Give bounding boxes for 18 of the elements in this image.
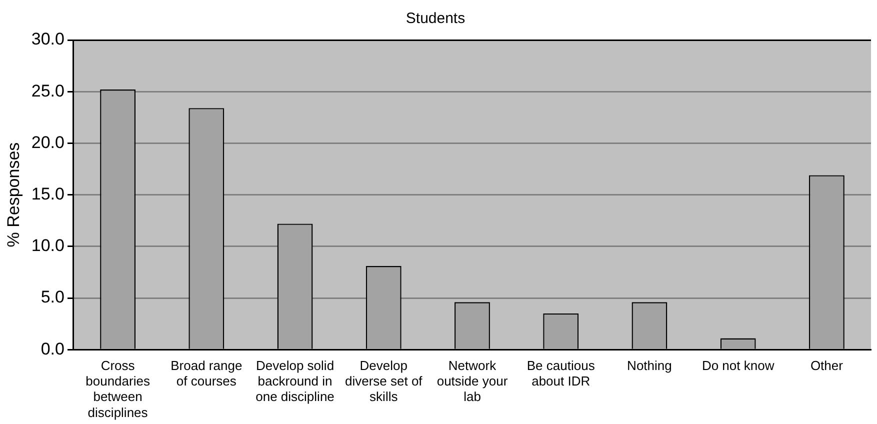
y-tick-label: 25.0 — [31, 81, 64, 100]
y-axis-title: % Responses — [4, 142, 23, 248]
x-tick-label: Develop solid backround in one discipline — [256, 358, 334, 404]
y-tick-label: 15.0 — [31, 184, 64, 204]
x-tick-label: Network outside your lab — [436, 358, 508, 404]
x-tick-label: Do not know — [702, 358, 775, 373]
x-tick-label: Be cautious about IDR — [526, 358, 596, 389]
y-tick-label: 10.0 — [31, 236, 64, 256]
y-tick-label: 20.0 — [31, 132, 64, 152]
x-tick-label: Broad range of courses — [170, 358, 242, 389]
x-tick-label: Develop diverse set of skills — [344, 358, 423, 404]
y-tick-label: 0.0 — [40, 339, 64, 358]
x-tick-label: Other — [810, 358, 844, 373]
chart-title: Students — [406, 10, 466, 28]
x-tick-label: Cross boundaries between disciplines — [86, 358, 150, 420]
x-tick-label: Nothing — [627, 358, 672, 373]
y-tick-label: 5.0 — [40, 288, 64, 307]
y-tick-label: 30.0 — [31, 30, 64, 49]
